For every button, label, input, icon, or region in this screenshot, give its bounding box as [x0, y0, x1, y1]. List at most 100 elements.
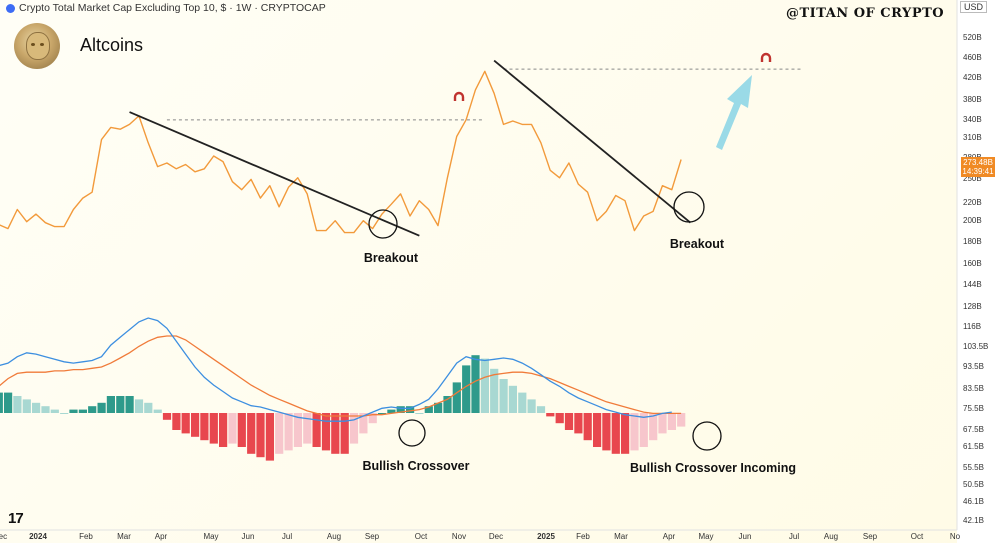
histogram-bar: [490, 368, 499, 413]
x-tick-label: Feb: [79, 532, 93, 541]
histogram-bar: [162, 413, 172, 420]
histogram-bar: [518, 392, 527, 413]
y-tick-label: 50.5B: [963, 480, 984, 489]
histogram-bar: [191, 413, 200, 437]
histogram-bar: [611, 413, 620, 454]
histogram-bar: [275, 413, 284, 454]
y-tick-label: 160B: [963, 259, 982, 268]
y-tick-label: 310B: [963, 133, 982, 142]
symbol-header[interactable]: Crypto Total Market Cap Excluding Top 10…: [6, 2, 326, 14]
avatar: [14, 23, 60, 69]
histogram-bar: [340, 413, 349, 454]
histogram-bar: [181, 413, 190, 434]
x-tick-label: Mar: [614, 532, 628, 541]
x-tick-label: Feb: [576, 532, 590, 541]
x-tick-label: Sep: [863, 532, 878, 541]
x-tick-label: Dec: [489, 532, 503, 541]
histogram-bar: [209, 413, 218, 444]
histogram-bar: [443, 396, 452, 413]
tradingview-logo-icon[interactable]: 17: [8, 510, 24, 527]
histogram-bar: [639, 413, 648, 447]
highlight-circle: [673, 191, 705, 223]
histogram-bar: [172, 413, 181, 430]
histogram-bar: [574, 413, 583, 434]
x-tick-label: Apr: [155, 532, 168, 541]
y-tick-label: 42.1B: [963, 516, 984, 525]
trendline: [129, 111, 420, 237]
histogram-bar: [256, 413, 265, 458]
histogram-bar: [219, 413, 228, 447]
histogram-bar: [97, 402, 106, 413]
histogram-bar: [321, 413, 331, 451]
histogram-bar: [508, 385, 517, 413]
price-line: [0, 70, 682, 234]
y-tick-label: 250B: [963, 174, 982, 183]
histogram-bar: [415, 413, 424, 414]
histogram-bar: [293, 413, 302, 447]
histogram-bar: [406, 406, 415, 413]
x-tick-label: Aug: [824, 532, 838, 541]
histogram-bar: [69, 409, 78, 413]
chart-title: Altcoins: [80, 35, 144, 55]
histogram-bar: [0, 392, 3, 413]
y-tick-label: 55.5B: [963, 463, 984, 472]
histogram-bar: [78, 409, 87, 413]
y-tick-label: 460B: [963, 53, 982, 62]
bar-countdown: 14:39:41: [962, 167, 994, 176]
y-tick-label: 220B: [963, 198, 982, 207]
x-tick-label: No: [950, 532, 961, 541]
histogram-bar: [237, 413, 246, 447]
histogram-bar: [499, 379, 508, 413]
y-tick-label: 520B: [963, 33, 982, 42]
histogram-bar: [677, 413, 686, 427]
histogram-bar: [13, 396, 22, 413]
signal-line: [0, 335, 682, 417]
trendline: [493, 59, 692, 224]
x-tick-label: Aug: [327, 532, 341, 541]
histogram-bar: [41, 406, 50, 413]
histogram-bar: [88, 406, 97, 413]
x-tick-label: Apr: [663, 532, 676, 541]
x-tick-label: Oct: [911, 532, 924, 541]
histogram-bar: [649, 413, 658, 441]
histogram-bar: [630, 413, 639, 451]
histogram-bar: [396, 406, 405, 413]
magnet-icon: [760, 52, 772, 62]
symbol-title: Crypto Total Market Cap Excluding Top 10…: [19, 2, 326, 14]
histogram-bar: [200, 413, 209, 441]
x-tick-label: Dec: [0, 532, 7, 541]
histogram-bar: [134, 399, 144, 413]
histogram-bar: [116, 396, 125, 413]
annotation-crossover-1: Bullish Crossover: [363, 459, 470, 473]
histogram-bar: [583, 413, 592, 441]
y-tick-label: 61.5B: [963, 442, 984, 451]
histogram-bar: [153, 409, 162, 413]
histogram-bar: [536, 406, 546, 413]
histogram-bar: [602, 413, 611, 451]
histogram-bar: [303, 413, 312, 444]
y-tick-label: 116B: [963, 322, 981, 331]
histogram-bar: [564, 413, 574, 430]
histogram-bar: [22, 399, 31, 413]
x-tick-label: Jul: [282, 532, 292, 541]
x-tick-label: 2025: [537, 532, 555, 541]
histogram-bar: [621, 413, 630, 454]
histogram-bar: [331, 413, 340, 454]
y-tick-label: 180B: [963, 237, 982, 246]
currency-selector[interactable]: USD: [960, 1, 988, 13]
y-tick-label: 67.5B: [963, 425, 984, 434]
histogram-bar: [247, 413, 256, 454]
annotation-breakout-1: Breakout: [364, 251, 419, 265]
x-tick-label: Sep: [365, 532, 380, 541]
histogram-bar: [284, 413, 293, 451]
magnet-icon: [453, 91, 465, 101]
x-tick-label: Oct: [415, 532, 428, 541]
histogram-bar: [667, 413, 676, 430]
histogram-bar: [527, 399, 536, 413]
y-tick-label: 103.5B: [963, 342, 988, 351]
symbol-icon: [6, 3, 15, 13]
y-tick-label: 75.5B: [963, 404, 984, 413]
histogram-bar: [434, 402, 443, 413]
histogram-bar: [462, 365, 471, 413]
